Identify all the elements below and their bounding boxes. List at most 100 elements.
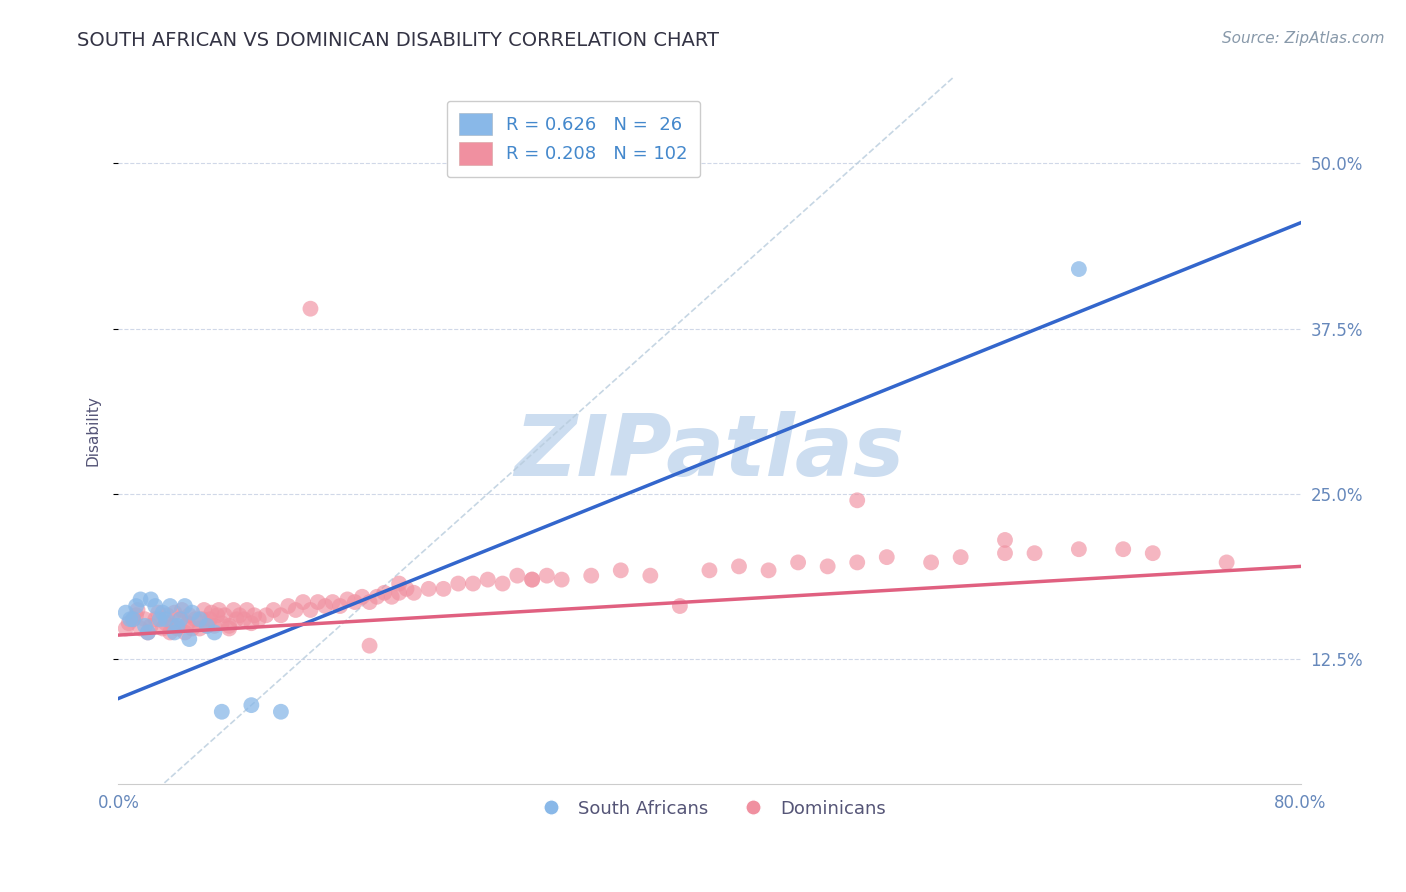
Point: [170, 603, 193, 617]
Point: [120, 612, 142, 626]
Point: [418, 582, 440, 596]
Point: [169, 612, 191, 626]
Point: [181, 622, 204, 636]
Point: [699, 563, 721, 577]
Point: [1024, 546, 1046, 560]
Point: [148, 606, 170, 620]
Point: [188, 612, 211, 626]
Text: Source: ZipAtlas.com: Source: ZipAtlas.com: [1222, 31, 1385, 46]
Point: [240, 698, 263, 713]
Point: [155, 612, 177, 626]
Point: [846, 556, 869, 570]
Point: [270, 608, 292, 623]
Point: [198, 612, 221, 626]
Point: [336, 592, 359, 607]
Point: [520, 573, 543, 587]
Point: [292, 595, 315, 609]
Point: [388, 576, 411, 591]
Point: [211, 616, 233, 631]
Point: [152, 622, 174, 636]
Point: [343, 595, 366, 609]
Point: [817, 559, 839, 574]
Point: [236, 603, 259, 617]
Point: [284, 603, 307, 617]
Point: [432, 582, 454, 596]
Point: [114, 622, 136, 636]
Point: [243, 608, 266, 623]
Point: [299, 603, 322, 617]
Point: [162, 619, 184, 633]
Point: [163, 625, 186, 640]
Point: [166, 622, 188, 636]
Point: [118, 616, 141, 631]
Point: [876, 550, 898, 565]
Point: [179, 608, 201, 623]
Point: [191, 612, 214, 626]
Point: [669, 599, 692, 613]
Point: [550, 573, 572, 587]
Point: [222, 603, 245, 617]
Point: [329, 599, 352, 613]
Point: [359, 595, 381, 609]
Point: [270, 705, 292, 719]
Point: [193, 603, 215, 617]
Point: [127, 603, 149, 617]
Point: [402, 586, 425, 600]
Point: [322, 595, 344, 609]
Point: [214, 608, 236, 623]
Point: [728, 559, 751, 574]
Point: [208, 603, 231, 617]
Point: [202, 619, 225, 633]
Point: [506, 568, 529, 582]
Point: [491, 576, 513, 591]
Point: [114, 606, 136, 620]
Point: [381, 590, 404, 604]
Point: [314, 599, 336, 613]
Point: [477, 573, 499, 587]
Point: [143, 612, 166, 626]
Point: [240, 616, 263, 631]
Y-axis label: Disability: Disability: [86, 395, 100, 467]
Point: [139, 619, 162, 633]
Point: [218, 622, 240, 636]
Point: [461, 576, 484, 591]
Point: [129, 622, 152, 636]
Point: [152, 606, 174, 620]
Point: [134, 619, 156, 633]
Point: [207, 608, 229, 623]
Point: [395, 582, 418, 596]
Point: [195, 619, 218, 633]
Point: [263, 603, 285, 617]
Point: [225, 612, 247, 626]
Point: [787, 556, 810, 570]
Point: [994, 533, 1017, 547]
Point: [610, 563, 633, 577]
Point: [159, 625, 181, 640]
Point: [200, 606, 222, 620]
Point: [307, 595, 329, 609]
Point: [129, 592, 152, 607]
Point: [184, 612, 207, 626]
Point: [202, 625, 225, 640]
Point: [136, 625, 159, 640]
Point: [125, 608, 148, 623]
Point: [846, 493, 869, 508]
Point: [758, 563, 780, 577]
Legend: South Africans, Dominicans: South Africans, Dominicans: [526, 792, 893, 825]
Text: ZIPatlas: ZIPatlas: [515, 410, 904, 493]
Point: [125, 599, 148, 613]
Point: [233, 612, 256, 626]
Point: [134, 612, 156, 626]
Point: [228, 608, 250, 623]
Point: [1067, 262, 1090, 277]
Point: [359, 639, 381, 653]
Point: [1215, 556, 1237, 570]
Point: [143, 599, 166, 613]
Point: [247, 612, 270, 626]
Point: [949, 550, 972, 565]
Point: [139, 592, 162, 607]
Point: [173, 599, 195, 613]
Point: [166, 619, 188, 633]
Point: [188, 622, 211, 636]
Point: [177, 616, 200, 631]
